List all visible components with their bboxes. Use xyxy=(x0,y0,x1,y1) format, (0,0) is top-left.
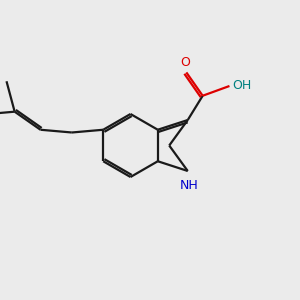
Text: O: O xyxy=(180,56,190,69)
Text: OH: OH xyxy=(232,80,252,92)
Text: NH: NH xyxy=(180,179,199,192)
